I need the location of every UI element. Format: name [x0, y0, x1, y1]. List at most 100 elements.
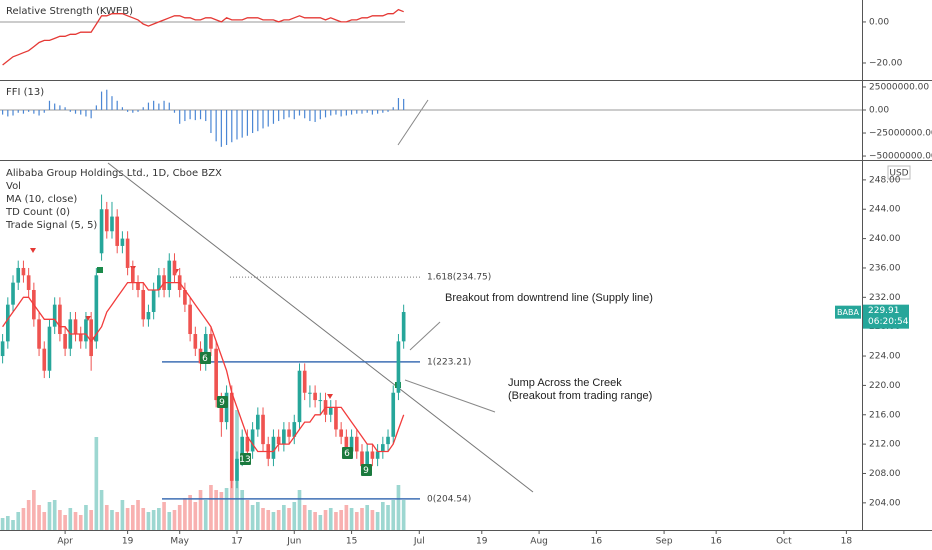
candle-body	[115, 216, 120, 246]
candle-body	[157, 275, 161, 290]
volume-bar	[73, 512, 78, 530]
candle-body	[282, 429, 286, 445]
x-tick-label: 19	[476, 537, 488, 547]
ffi-bar	[43, 109, 45, 113]
y-tick-label: −50000000.00	[869, 152, 932, 162]
candle-body	[120, 238, 125, 246]
legend-item: Trade Signal (5, 5)	[5, 220, 97, 231]
volume-bar	[375, 512, 380, 530]
ffi-bar	[80, 109, 82, 115]
volume-bar	[219, 492, 224, 530]
ffi-bar	[33, 109, 35, 114]
ffi-bar	[215, 109, 217, 142]
ffi-bar	[48, 100, 51, 110]
ffi-bar	[64, 107, 66, 110]
volume-bar	[276, 510, 281, 530]
td-count: 6	[344, 449, 350, 459]
candle-body	[47, 326, 52, 371]
volume-bar	[386, 505, 390, 530]
legend-item: MA (10, close)	[6, 194, 77, 205]
y-tick-label: 0.00	[869, 17, 889, 27]
candle-body	[130, 267, 135, 283]
candle-body	[334, 407, 338, 430]
ffi-bar	[288, 109, 290, 118]
candle-body	[396, 341, 401, 393]
x-tick-label: May	[170, 537, 189, 547]
ffi-bar	[225, 109, 228, 145]
x-tick-label: Aug	[530, 537, 548, 547]
td-count: 6	[202, 354, 208, 364]
ffi-bar	[147, 102, 150, 110]
volume-bar	[261, 508, 265, 530]
ffi-bar	[330, 109, 332, 116]
volume-bar	[157, 508, 161, 530]
candle-body	[287, 429, 291, 437]
annotation: Jump Across the Creek	[508, 377, 622, 389]
ffi-bar	[137, 109, 139, 112]
volume-bar	[104, 505, 109, 530]
volume-bar	[214, 490, 218, 530]
volume-bar	[99, 490, 104, 530]
ffi-bar	[272, 109, 275, 124]
td-count: 9	[219, 398, 225, 408]
candle-body	[318, 400, 323, 402]
annotation: Breakout from downtrend line (Supply lin…	[445, 292, 653, 304]
volume-bar	[21, 508, 26, 530]
candle-body	[89, 319, 93, 357]
volume-bar	[84, 505, 88, 530]
volume-bar	[240, 490, 245, 530]
candle-body	[21, 267, 26, 276]
candle-body	[42, 348, 47, 371]
volume-bar	[255, 502, 260, 530]
ffi-bar	[293, 109, 295, 120]
candle-body	[110, 216, 114, 232]
volume-bar	[151, 510, 156, 530]
ffi-bar	[121, 107, 123, 110]
candle-body	[16, 267, 21, 283]
volume-bar	[110, 510, 114, 530]
candle-body	[5, 304, 10, 342]
ffi-bar	[298, 109, 301, 116]
volume-bar	[282, 505, 286, 530]
td-count-box	[342, 447, 353, 459]
ffi-bar	[236, 109, 238, 140]
ffi-bar	[100, 91, 103, 110]
candle-body	[375, 451, 380, 459]
candle-body	[136, 282, 140, 290]
ffi-bar	[95, 105, 97, 110]
arrow	[397, 99, 429, 146]
volume-bar	[37, 505, 41, 530]
volume-bar	[339, 510, 343, 530]
volume-bar	[177, 505, 182, 530]
candle-body	[255, 414, 260, 430]
candle-body	[297, 370, 302, 423]
ffi-bar	[158, 103, 160, 110]
volume-bar	[271, 512, 276, 530]
rs-line	[2, 8, 404, 66]
td-count-box	[361, 464, 372, 476]
ffi-bar	[74, 109, 77, 114]
rs-title: Relative Strength (KWEB)	[6, 6, 133, 17]
ffi-bar	[324, 109, 327, 118]
ffi-bar	[90, 109, 92, 119]
volume-bar	[188, 495, 192, 530]
ffi-bar	[309, 109, 311, 122]
volume-bar	[224, 488, 229, 530]
x-tick-label: Oct	[776, 537, 792, 547]
x-tick-label: 15	[346, 537, 357, 547]
volume-bar	[365, 505, 370, 530]
y-tick-label: 236.00	[869, 263, 901, 273]
volume-bar	[229, 470, 234, 530]
y-tick-label: 224.00	[869, 352, 901, 362]
ffi-bar	[22, 109, 25, 114]
volume-bar	[172, 510, 177, 530]
ffi-bar	[335, 109, 337, 115]
volume-bar	[26, 500, 31, 530]
ffi-bar	[257, 109, 259, 132]
ffi-bar	[184, 109, 186, 122]
volume-bar	[245, 500, 250, 530]
ffi-bar	[382, 109, 384, 113]
volume-bar	[94, 437, 99, 530]
